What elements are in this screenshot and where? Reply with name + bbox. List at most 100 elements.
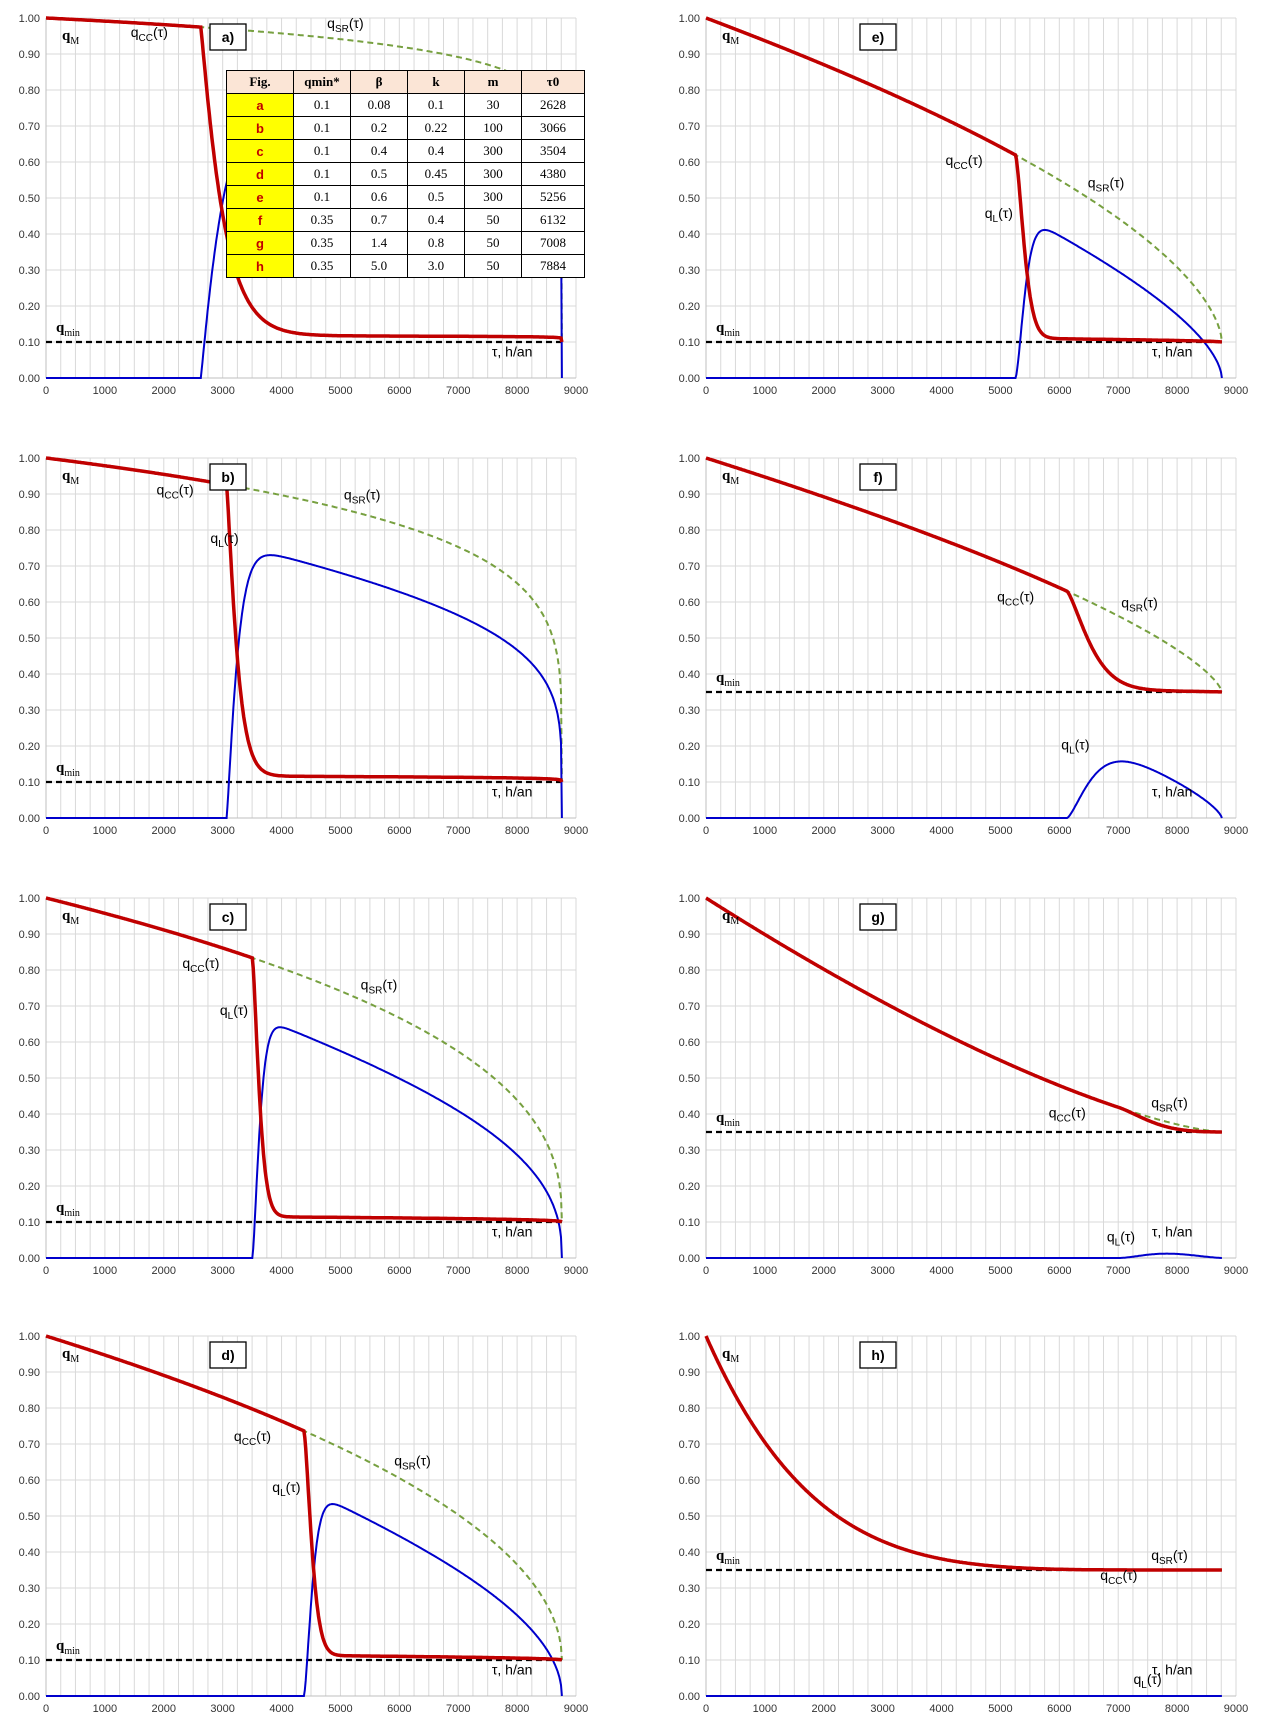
qsr-series-line xyxy=(249,956,563,1223)
label-ql-part: (τ) xyxy=(1075,736,1090,752)
x-tick-label: 3000 xyxy=(870,1265,894,1277)
table-cell: 4380 xyxy=(521,162,585,186)
label-qsr-part: SR xyxy=(1159,1556,1173,1567)
label-qsr: qSR(τ) xyxy=(344,486,381,506)
label-qsr-part: SR xyxy=(402,1461,416,1472)
qcc-series-line xyxy=(705,16,1223,344)
x-tick-label: 4000 xyxy=(269,1265,293,1277)
label-qm-part: M xyxy=(730,916,739,927)
y-tick-label: 0.60 xyxy=(19,157,40,169)
label-ql-part: (τ) xyxy=(286,1479,301,1495)
y-tick-label: 1.00 xyxy=(19,453,40,465)
table-cell: h xyxy=(226,254,294,278)
label-tau: τ, h/an xyxy=(492,343,533,359)
label-qmin: qmin xyxy=(56,1200,80,1219)
x-tick-label: 7000 xyxy=(1106,1265,1130,1277)
y-tick-label: 0.70 xyxy=(679,1439,700,1451)
chart-panel-b: 0.00 0.10 0.20 0.30 0.40 0.50 0.60 0.70 0.80 0.90… xyxy=(0,440,610,840)
y-tick-label: 0.40 xyxy=(19,229,40,241)
label-qm: qM xyxy=(62,908,79,927)
y-tick-label: 0.30 xyxy=(679,1145,700,1157)
label-qcc-part: (τ) xyxy=(179,482,194,498)
label-qcc-part: CC xyxy=(1056,1113,1070,1124)
x-tick-label: 6000 xyxy=(1047,385,1071,397)
table-cell: 0.6 xyxy=(350,185,408,209)
label-qsr-part: q xyxy=(1151,1095,1159,1111)
x-tick-label: 6000 xyxy=(387,1703,411,1715)
x-tick-label: 0 xyxy=(43,825,49,837)
x-tick-label: 5000 xyxy=(988,1703,1012,1715)
x-tick-label: 2000 xyxy=(152,385,176,397)
y-tick-label: 0.30 xyxy=(679,1583,700,1595)
y-tick-label: 0.70 xyxy=(19,121,40,133)
x-tick-label: 9000 xyxy=(564,1265,588,1277)
chart-svg: 0.00 0.10 0.20 0.30 0.40 0.50 0.60 0.70 0.80 0.90… xyxy=(679,453,1249,837)
label-qcc-part: CC xyxy=(164,491,178,502)
y-tick-label: 0.90 xyxy=(679,49,700,61)
x-tick-label: 0 xyxy=(703,825,709,837)
y-tick-label: 0.10 xyxy=(679,777,700,789)
label-qsr: qSR(τ) xyxy=(394,1452,431,1472)
label-qm: qM xyxy=(722,468,739,487)
label-qmin: qmin xyxy=(56,1638,80,1657)
x-tick-label: 4000 xyxy=(269,385,293,397)
label-qcc-part: q xyxy=(131,24,139,40)
panel-tag-box xyxy=(209,23,247,51)
label-ql-part: q xyxy=(272,1479,280,1495)
label-tau-part: , h/an xyxy=(497,1223,532,1239)
label-qcc-part: CC xyxy=(1005,597,1019,608)
label-qm: qM xyxy=(722,28,739,47)
x-tick-label: 0 xyxy=(703,385,709,397)
panel-tag: g) xyxy=(871,909,884,925)
col-header-m: m xyxy=(464,70,522,94)
table-cell: 0.1 xyxy=(407,93,465,117)
table-cell: 6132 xyxy=(521,208,585,232)
x-tick-label: 5000 xyxy=(328,1265,352,1277)
y-tick-label: 0.80 xyxy=(19,965,40,977)
chart-svg: 0.00 0.10 0.20 0.30 0.40 0.50 0.60 0.70 0.80 0.90… xyxy=(19,893,589,1277)
y-tick-label: 1.00 xyxy=(19,13,40,25)
x-tick-label: 3000 xyxy=(210,1265,234,1277)
y-tick-label: 0.00 xyxy=(19,1253,40,1265)
label-qsr-part: (τ) xyxy=(349,15,364,31)
x-tick-label: 2000 xyxy=(152,825,176,837)
x-tick-label: 4000 xyxy=(929,385,953,397)
y-tick-label: 0.50 xyxy=(19,1073,40,1085)
y-tick-label: 1.00 xyxy=(679,1331,700,1343)
panel-tag-box xyxy=(209,903,247,931)
qsr-series-line xyxy=(198,25,563,343)
table-cell: 50 xyxy=(464,208,522,232)
table-cell: 0.7 xyxy=(350,208,408,232)
y-tick-label: 0.20 xyxy=(19,301,40,313)
panel-tag: e) xyxy=(872,29,884,45)
x-tick-label: 1000 xyxy=(753,1265,777,1277)
panel-tag-box xyxy=(859,903,897,931)
x-tick-label: 6000 xyxy=(387,825,411,837)
label-ql: qL(τ) xyxy=(220,1002,248,1022)
y-tick-label: 0.60 xyxy=(679,1475,700,1487)
y-tick-label: 0.60 xyxy=(19,1037,40,1049)
table-cell: b xyxy=(226,116,294,140)
x-tick-label: 2000 xyxy=(812,1265,836,1277)
table-row: h 0.35 5.0 3.0 50 7884 xyxy=(226,254,585,278)
y-tick-label: 0.80 xyxy=(679,965,700,977)
label-qcc-part: CC xyxy=(190,964,204,975)
table-cell: 0.35 xyxy=(293,231,351,255)
label-qcc: qCC(τ) xyxy=(997,588,1034,608)
x-tick-label: 4000 xyxy=(929,1703,953,1715)
panel-tag-box xyxy=(209,463,247,491)
table-cell: 0.8 xyxy=(407,231,465,255)
label-tau-part: , h/an xyxy=(497,783,532,799)
label-ql-part: L xyxy=(1141,1680,1147,1691)
qsr-series-line xyxy=(1012,152,1223,343)
x-tick-label: 6000 xyxy=(1047,1265,1071,1277)
label-qcc-part: CC xyxy=(242,1437,256,1448)
x-tick-label: 5000 xyxy=(328,1703,352,1715)
col-header-beta: β xyxy=(350,70,408,94)
y-tick-label: 0.90 xyxy=(679,929,700,941)
qcc-series-line xyxy=(45,896,563,1224)
table-cell: 0.1 xyxy=(293,162,351,186)
label-qsr-part: q xyxy=(1151,1547,1159,1563)
y-tick-label: 0.70 xyxy=(679,121,700,133)
ql-series-line xyxy=(46,554,563,819)
